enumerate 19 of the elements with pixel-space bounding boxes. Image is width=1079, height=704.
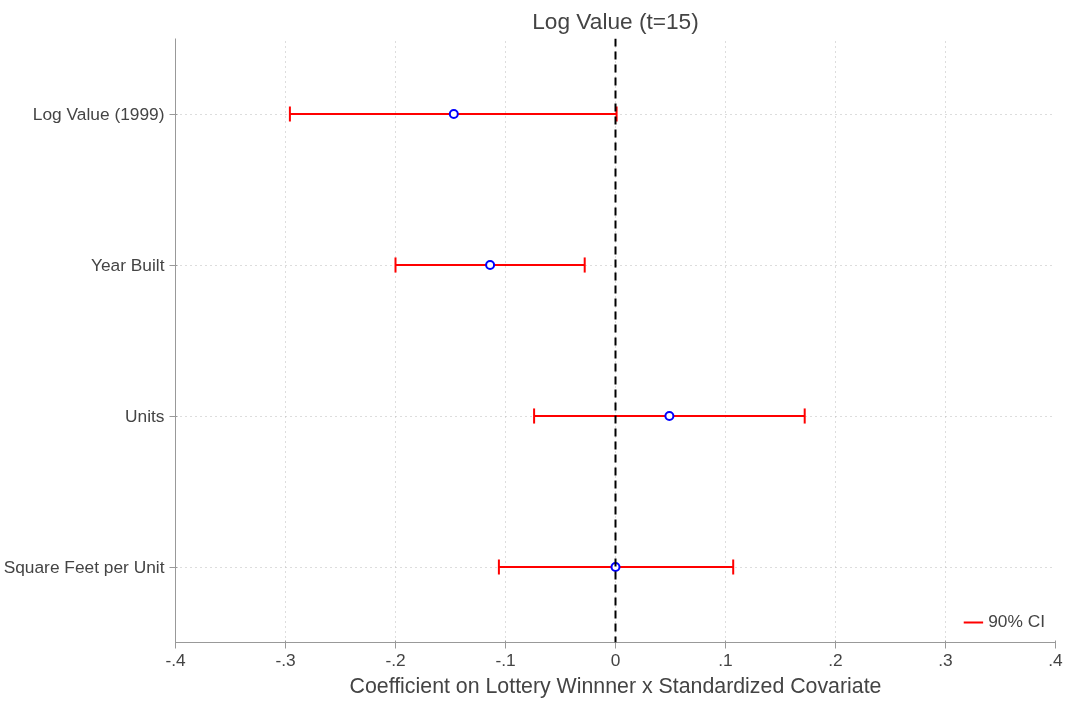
y-tick-label: Year Built (90, 255, 165, 275)
x-tick-label: -.3 (275, 649, 296, 670)
y-tick-label: Square Feet per Unit (3, 557, 165, 577)
x-axis-title: Coefficient on Lottery Winnner x Standardized Covariate (349, 673, 882, 698)
y-tick-label: Log Value (1999) (32, 104, 165, 124)
x-tick-label: -.2 (385, 649, 406, 670)
point (485, 260, 496, 270)
x-tick-label: -.1 (495, 649, 516, 670)
y-tick-label: Units (125, 406, 165, 426)
x-tick-label: 0 (610, 649, 621, 670)
point (664, 411, 675, 421)
text: 90% CI (988, 611, 1045, 632)
x-tick-label: -.4 (165, 649, 186, 670)
x-tick-label: .1 (718, 649, 733, 670)
x-tick-label: .3 (938, 649, 953, 670)
chart-title: Log Value (t=15) (532, 7, 699, 34)
x-tick-label: .4 (1048, 649, 1064, 670)
point (448, 109, 459, 119)
x-tick-label: .2 (828, 649, 843, 670)
